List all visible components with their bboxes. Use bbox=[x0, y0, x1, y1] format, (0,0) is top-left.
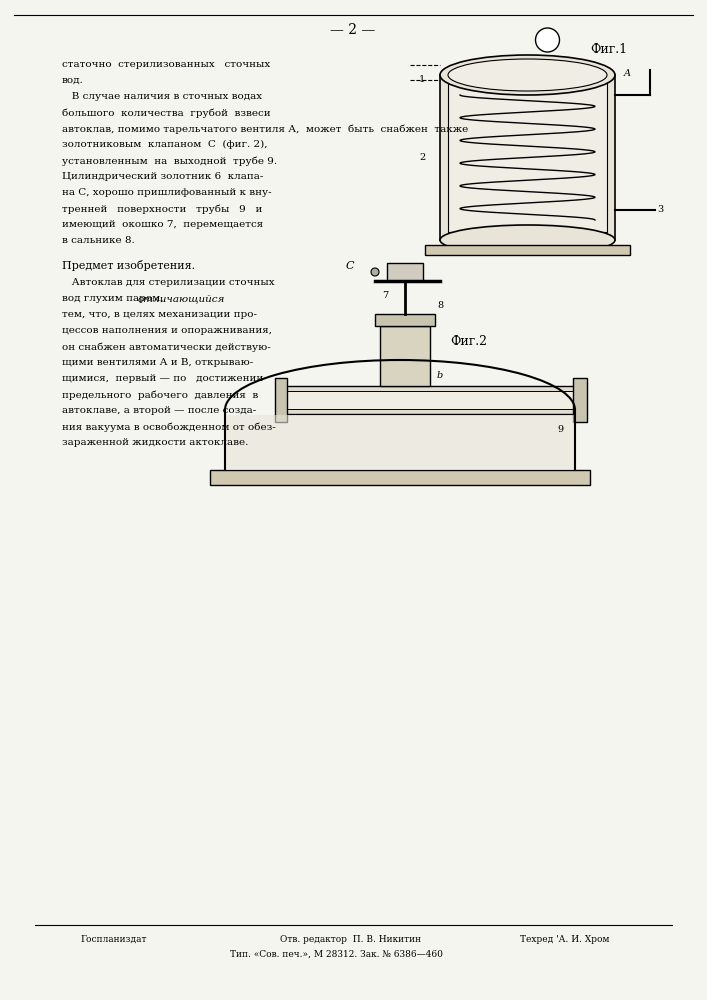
Text: щими вентилями А и В, открываю-: щими вентилями А и В, открываю- bbox=[62, 358, 253, 367]
Text: ния вакуума в освобожденном от обез-: ния вакуума в освобожденном от обез- bbox=[62, 422, 276, 432]
Text: имеющий  окошко 7,  перемещается: имеющий окошко 7, перемещается bbox=[62, 220, 263, 229]
Text: установленным  на  выходной  трубе 9.: установленным на выходной трубе 9. bbox=[62, 156, 277, 165]
Bar bbox=[225, 415, 575, 470]
Text: A: A bbox=[624, 68, 631, 78]
Bar bbox=[425, 245, 630, 255]
Text: статочно  стерилизованных   сточных: статочно стерилизованных сточных bbox=[62, 60, 270, 69]
Text: тем, что, в целях механизации про-: тем, что, в целях механизации про- bbox=[62, 310, 257, 319]
Text: Цилиндрический золотник 6  клапа-: Цилиндрический золотник 6 клапа- bbox=[62, 172, 264, 181]
Text: цессов наполнения и опоражнивания,: цессов наполнения и опоражнивания, bbox=[62, 326, 272, 335]
Bar bbox=[210, 470, 590, 485]
Text: Фиг.2: Фиг.2 bbox=[450, 335, 487, 348]
Bar bbox=[280, 386, 580, 414]
Bar bbox=[387, 263, 423, 281]
Text: Отв. редактор  П. В. Никитин: Отв. редактор П. В. Никитин bbox=[280, 935, 421, 944]
Text: щимися,  первый — по   достижении: щимися, первый — по достижении bbox=[62, 374, 263, 383]
Text: большого  количества  грубой  взвеси: большого количества грубой взвеси bbox=[62, 108, 271, 117]
Text: в сальнике 8.: в сальнике 8. bbox=[62, 236, 135, 245]
Text: 7: 7 bbox=[382, 292, 388, 300]
Text: Госпланиздат: Госпланиздат bbox=[80, 935, 146, 944]
Circle shape bbox=[535, 28, 559, 52]
Text: 3: 3 bbox=[657, 206, 663, 215]
Text: вод.: вод. bbox=[62, 76, 83, 85]
Text: зараженной жидкости актоклаве.: зараженной жидкости актоклаве. bbox=[62, 438, 248, 447]
Text: тренней   поверхности   трубы   9   и: тренней поверхности трубы 9 и bbox=[62, 204, 262, 214]
Text: 2: 2 bbox=[419, 153, 425, 162]
Text: отличающийся: отличающийся bbox=[138, 294, 225, 303]
Ellipse shape bbox=[440, 225, 615, 255]
Ellipse shape bbox=[440, 55, 615, 95]
Bar bbox=[280, 391, 580, 409]
Text: Техред 'А. И. Хром: Техред 'А. И. Хром bbox=[520, 935, 609, 944]
Text: В случае наличия в сточных водах: В случае наличия в сточных водах bbox=[62, 92, 262, 101]
Text: 1: 1 bbox=[419, 76, 425, 85]
Text: Автоклав для стерилизации сточных: Автоклав для стерилизации сточных bbox=[62, 278, 274, 287]
Bar bbox=[448, 75, 607, 232]
Text: 9: 9 bbox=[557, 426, 563, 434]
Text: автоклав, помимо тарельчатого вентиля А,  может  быть  снабжен  также: автоклав, помимо тарельчатого вентиля А,… bbox=[62, 124, 468, 133]
Text: золотниковым  клапаном  С  (фиг. 2),: золотниковым клапаном С (фиг. 2), bbox=[62, 140, 267, 149]
Bar bbox=[375, 314, 435, 326]
Bar bbox=[380, 326, 430, 386]
Text: на С, хорошо пришлифованный к вну-: на С, хорошо пришлифованный к вну- bbox=[62, 188, 271, 197]
Text: 8: 8 bbox=[437, 302, 443, 310]
Circle shape bbox=[371, 268, 379, 276]
Bar bbox=[440, 75, 615, 240]
Text: — 2 —: — 2 — bbox=[330, 23, 375, 37]
Text: Тип. «Сов. печ.», М 28312. Зак. № 6386—460: Тип. «Сов. печ.», М 28312. Зак. № 6386—4… bbox=[230, 950, 443, 959]
Text: C: C bbox=[346, 261, 354, 271]
Text: он снабжен автоматически действую-: он снабжен автоматически действую- bbox=[62, 342, 271, 352]
Text: b: b bbox=[437, 371, 443, 380]
Text: предельного  рабочего  давления  в: предельного рабочего давления в bbox=[62, 390, 258, 399]
Text: автоклаве, а второй — после созда-: автоклаве, а второй — после созда- bbox=[62, 406, 256, 415]
Ellipse shape bbox=[448, 59, 607, 91]
Text: Фиг.1: Фиг.1 bbox=[590, 43, 627, 56]
Text: вод глухим паром,: вод глухим паром, bbox=[62, 294, 167, 303]
Bar bbox=[573, 378, 587, 422]
Text: Предмет изобретения.: Предмет изобретения. bbox=[62, 260, 195, 271]
Bar bbox=[275, 378, 287, 422]
